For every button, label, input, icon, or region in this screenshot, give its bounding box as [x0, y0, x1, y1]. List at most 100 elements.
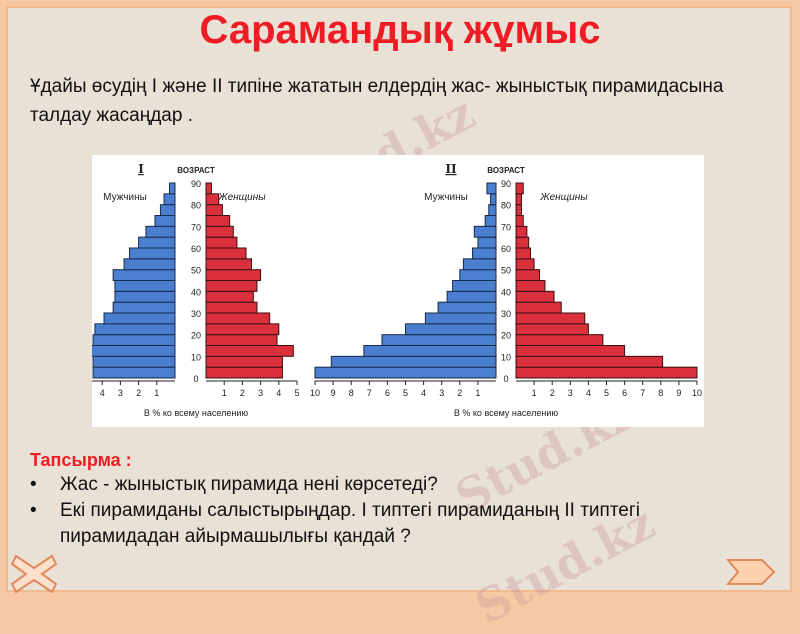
age-tick-label: 30 — [501, 309, 511, 319]
age-tick-label: 40 — [191, 287, 201, 297]
task-item: Жас - жыныстық пирамида нені көрсетеді? — [30, 472, 750, 498]
population-pyramids: 0 10 20 30 40 50 60 70 80 90 ВОЗРАСТ I Мужчины Женщин… — [81, 155, 704, 427]
x-tick-label: 3 — [118, 388, 123, 398]
male-bar — [446, 290, 497, 303]
female-bar — [515, 215, 524, 227]
female-bar — [515, 280, 546, 292]
x-tick-label: 3 — [568, 388, 573, 398]
male-bar — [405, 323, 497, 336]
close-button[interactable] — [10, 552, 58, 601]
female-bar — [205, 312, 271, 325]
x-tick-label: 6 — [385, 388, 390, 398]
female-bar — [515, 301, 562, 314]
female-bar — [205, 215, 231, 227]
age-tick-label: 60 — [501, 244, 511, 254]
male-bar — [85, 345, 176, 357]
male-bar — [473, 225, 497, 238]
female-bar — [205, 258, 252, 271]
female-bar — [205, 204, 223, 217]
male-bar — [112, 301, 176, 314]
male-bar — [169, 182, 176, 195]
male-bar — [330, 355, 497, 368]
male-bar — [94, 323, 176, 336]
male-bar — [381, 334, 497, 347]
intro-text: Ұдайы өсудің І және ІІ типіне жататын ел… — [30, 76, 724, 126]
female-bar — [205, 345, 294, 357]
x-axis-label: В % ко всему населению — [454, 408, 558, 418]
female-bar — [205, 269, 262, 281]
x-tick-label: 1 — [154, 388, 159, 398]
age-axis-label: ВОЗРАСТ — [487, 166, 525, 175]
pyramid-title: I — [138, 162, 144, 176]
x-tick-label: 4 — [586, 388, 591, 398]
age-tick-label: 90 — [501, 179, 511, 189]
female-bar — [515, 345, 626, 357]
age-tick-label: 20 — [501, 331, 511, 341]
female-bar — [205, 182, 212, 195]
x-tick-label: 5 — [403, 388, 408, 398]
x-tick-label: 9 — [676, 388, 681, 398]
x-tick-label: 2 — [240, 388, 245, 398]
age-tick-label: 0 — [193, 374, 198, 384]
age-tick-label: 30 — [191, 309, 201, 319]
male-bar — [424, 312, 497, 325]
next-button[interactable] — [725, 558, 776, 591]
age-axis-label: ВОЗРАСТ — [177, 166, 215, 175]
age-tick-label: 80 — [191, 201, 201, 211]
female-bar — [515, 355, 664, 368]
female-bar — [515, 334, 604, 347]
male-bar — [163, 193, 176, 206]
x-tick-label: 2 — [550, 388, 555, 398]
age-tick-label: 10 — [191, 352, 201, 362]
close-x-icon — [10, 554, 58, 594]
x-tick-label: 2 — [136, 388, 141, 398]
pyramid-title: II — [445, 162, 457, 176]
female-bar — [205, 366, 283, 379]
x-tick-label: 5 — [604, 388, 609, 398]
female-bar — [205, 280, 258, 292]
male-bar — [452, 280, 497, 292]
chevron-right-icon — [725, 559, 776, 585]
task-label: Тапсырма : — [30, 450, 132, 470]
male-bar — [92, 334, 176, 347]
male-bar — [363, 345, 497, 357]
series-label-female: Женщины — [217, 192, 266, 203]
x-tick-label: 7 — [367, 388, 372, 398]
female-bar — [515, 225, 528, 238]
age-tick-label: 80 — [501, 201, 511, 211]
age-tick-label: 20 — [191, 331, 201, 341]
male-bar — [114, 290, 176, 303]
female-bar — [205, 334, 278, 347]
female-bar — [515, 323, 589, 336]
age-tick-label: 70 — [191, 222, 201, 232]
male-bar — [112, 269, 176, 281]
age-tick-label: 90 — [191, 179, 201, 189]
male-bar — [471, 247, 497, 260]
x-tick-label: 6 — [622, 388, 627, 398]
female-bar — [515, 204, 522, 217]
x-tick-label: 1 — [222, 388, 227, 398]
male-bar — [437, 301, 497, 314]
male-bar — [123, 258, 176, 271]
female-bar — [515, 258, 535, 271]
x-tick-label: 8 — [349, 388, 354, 398]
task-list: Жас - жыныстық пирамида нені көрсетеді? … — [30, 472, 750, 550]
x-tick-label: 3 — [439, 388, 444, 398]
x-tick-label: 3 — [258, 388, 263, 398]
male-bar — [477, 236, 497, 249]
x-tick-label: 9 — [331, 388, 336, 398]
male-bar — [484, 215, 497, 227]
female-bar — [205, 301, 258, 314]
male-bar — [154, 215, 176, 227]
page-title: Сарамандық жұмыс — [199, 8, 601, 52]
x-tick-label: 10 — [692, 388, 702, 398]
female-bar — [515, 193, 522, 206]
age-tick-label: 50 — [191, 266, 201, 276]
x-tick-label: 1 — [532, 388, 537, 398]
series-label-male: Мужчины — [424, 192, 468, 203]
male-bar — [159, 204, 176, 217]
female-bar — [515, 366, 698, 379]
task-item: Екі пирамиданы салыстырыңдар. І типтегі … — [30, 498, 750, 550]
female-bar — [205, 236, 238, 249]
male-bar — [145, 225, 176, 238]
